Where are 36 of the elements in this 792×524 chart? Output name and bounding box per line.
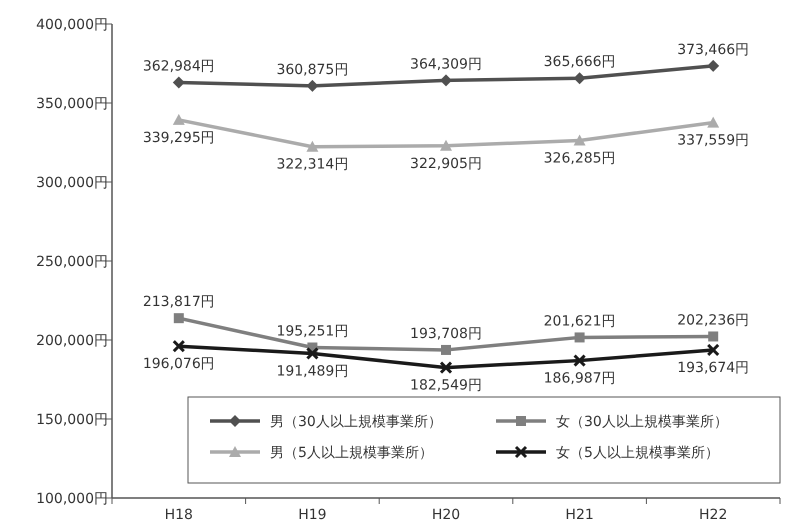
data-label: 322,905円 — [410, 156, 482, 172]
data-label: 196,076円 — [142, 356, 215, 372]
data-label: 337,559円 — [677, 132, 750, 149]
data-label: 373,466円 — [677, 42, 750, 58]
legend-label: 男（5人以上規模事業所） — [270, 445, 433, 461]
y-tick-label: 400,000円 — [36, 17, 108, 33]
y-tick-label: 350,000円 — [36, 96, 108, 112]
data-label: 365,666円 — [544, 54, 616, 70]
data-label: 186,987円 — [544, 370, 616, 387]
data-label: 364,309円 — [410, 56, 482, 72]
y-tick-label: 200,000円 — [36, 333, 108, 349]
legend-label: 女（5人以上規模事業所） — [556, 445, 719, 461]
x-tick-label: H20 — [432, 507, 460, 523]
x-tick-label: H22 — [699, 507, 728, 523]
data-label: 191,489円 — [276, 363, 348, 380]
data-label: 360,875円 — [276, 62, 348, 78]
data-label: 182,549円 — [410, 378, 482, 394]
data-label: 195,251円 — [276, 324, 348, 340]
x-tick-label: H18 — [164, 507, 193, 523]
legend-label: 男（30人以上規模事業所） — [270, 414, 442, 430]
data-label: 322,314円 — [276, 156, 348, 173]
y-tick-label: 300,000円 — [36, 175, 108, 191]
data-label: 326,285円 — [544, 150, 616, 166]
data-label: 193,674円 — [677, 360, 750, 376]
data-label: 362,984円 — [142, 58, 215, 74]
data-label: 339,295円 — [142, 130, 215, 146]
x-tick-label: H19 — [298, 507, 327, 523]
data-label: 193,708円 — [410, 326, 482, 342]
x-tick-label: H21 — [565, 507, 594, 523]
legend-label: 女（30人以上規模事業所） — [556, 414, 728, 430]
y-tick-label: 250,000円 — [36, 254, 108, 270]
data-label: 213,817円 — [142, 294, 215, 310]
data-label: 202,236円 — [677, 312, 750, 328]
y-tick-label: 150,000円 — [36, 412, 108, 428]
data-label: 201,621円 — [544, 313, 616, 330]
y-tick-label: 100,000円 — [36, 491, 108, 507]
